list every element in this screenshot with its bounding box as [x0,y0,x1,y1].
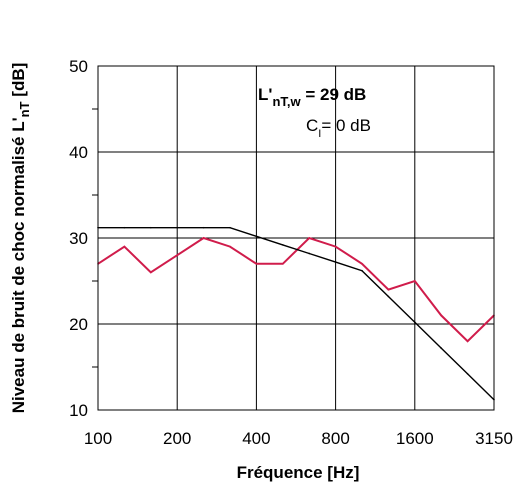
reference-point [176,226,178,229]
measured-point [414,280,416,282]
y-axis-title: Niveau de bruit de choc normalisé L'nT [… [9,63,32,414]
x-tick-label: 400 [242,429,270,448]
measured-point [229,245,231,248]
reference-point [255,235,258,238]
x-tick-label: 800 [321,429,349,448]
measured-point [361,263,363,265]
y-tick-label: 40 [69,143,88,162]
y-tick-label: 10 [69,401,88,420]
annotation-main-subscript: nT,w [272,94,301,109]
y-axis-title-unit: [dB] [9,63,28,102]
annotation-second-subscript: I [318,128,321,140]
x-tick-label: 1600 [396,429,434,448]
x-tick-label: 100 [84,429,112,448]
y-axis-title-subscript: nT [17,101,32,117]
grid-lines [98,66,494,410]
measured-point [255,263,258,265]
y-tick-label: 20 [69,315,88,334]
x-tick-label: 3150 [475,429,513,448]
plot-frame [97,65,495,411]
x-tick-labels: 100 200 400 800 1600 3150 [84,429,513,448]
measured-point [176,254,178,256]
measured-point [308,237,311,239]
reference-point [123,226,126,229]
reference-point [308,252,311,255]
reference-point [361,269,363,272]
minor-ticks [92,108,98,368]
reference-point [150,226,152,229]
reference-point [414,321,416,324]
reference-point [334,261,337,263]
annotation-main-value: = 29 dB [301,85,367,104]
annotation-main: L'nT,w = 29 dB [258,85,366,109]
measured-point [466,340,469,343]
measured-point [334,245,337,248]
reference-point [202,226,205,229]
reference-curve-line [98,226,495,401]
series-lines [97,226,495,401]
measured-point [440,314,443,317]
y-tick-label: 50 [69,57,88,76]
y-tick-labels: 10 20 30 40 50 [69,57,88,420]
reference-point [440,347,443,349]
reference-point [229,226,231,229]
annotation-second: CI= 0 dB [306,116,371,140]
reference-point [387,295,390,298]
reference-point [466,373,469,375]
measured-point [202,237,205,239]
annotation-box: L'nT,w = 29 dB CI= 0 dB [258,85,371,140]
y-tick-label: 30 [69,229,88,248]
x-axis-title: Fréquence [Hz] [237,463,360,482]
measured-point [282,263,284,265]
annotation-second-value: = 0 dB [321,116,371,135]
measured-point [123,245,126,248]
measured-point [387,288,390,291]
measured-point [150,271,152,274]
measured-curve-line [97,236,495,343]
reference-point [282,244,284,246]
x-tick-label: 200 [163,429,191,448]
